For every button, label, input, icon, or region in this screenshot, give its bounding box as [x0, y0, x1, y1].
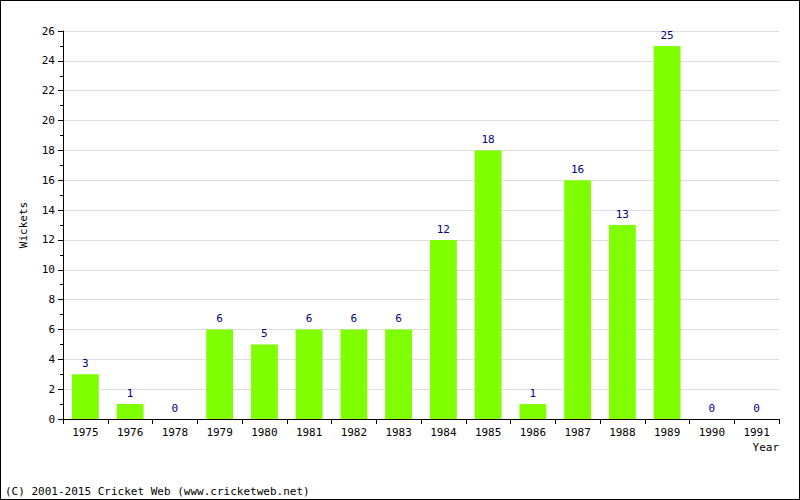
svg-text:1980: 1980: [251, 426, 278, 439]
svg-text:10: 10: [42, 263, 55, 276]
svg-text:12: 12: [42, 233, 55, 246]
svg-text:6: 6: [351, 312, 358, 325]
svg-text:1975: 1975: [72, 426, 99, 439]
svg-text:(C) 2001-2015 Cricket Web (www: (C) 2001-2015 Cricket Web (www.cricketwe…: [5, 485, 310, 498]
svg-text:0: 0: [48, 413, 55, 426]
svg-text:20: 20: [42, 114, 55, 127]
svg-text:1991: 1991: [743, 426, 770, 439]
svg-text:1987: 1987: [564, 426, 591, 439]
svg-text:18: 18: [482, 133, 495, 146]
svg-text:1: 1: [127, 387, 134, 400]
svg-text:1: 1: [530, 387, 537, 400]
svg-text:13: 13: [616, 208, 629, 221]
svg-text:1984: 1984: [430, 426, 457, 439]
svg-text:1990: 1990: [699, 426, 726, 439]
svg-text:5: 5: [261, 327, 268, 340]
svg-text:18: 18: [42, 144, 55, 157]
svg-text:1978: 1978: [162, 426, 189, 439]
svg-text:1976: 1976: [117, 426, 144, 439]
svg-text:24: 24: [42, 54, 56, 67]
svg-text:16: 16: [42, 174, 55, 187]
svg-text:6: 6: [216, 312, 223, 325]
svg-text:22: 22: [42, 84, 55, 97]
svg-text:1989: 1989: [654, 426, 681, 439]
svg-text:1988: 1988: [609, 426, 636, 439]
svg-text:2: 2: [48, 383, 55, 396]
svg-text:0: 0: [709, 402, 716, 415]
svg-text:1983: 1983: [385, 426, 412, 439]
svg-text:0: 0: [172, 402, 179, 415]
svg-text:6: 6: [48, 323, 55, 336]
svg-text:0: 0: [753, 402, 760, 415]
svg-text:8: 8: [48, 293, 55, 306]
svg-text:16: 16: [571, 163, 584, 176]
svg-text:26: 26: [42, 25, 55, 38]
svg-text:Wickets: Wickets: [17, 202, 30, 248]
svg-text:1982: 1982: [341, 426, 368, 439]
svg-text:25: 25: [661, 29, 674, 42]
svg-text:Year: Year: [753, 441, 780, 454]
svg-text:12: 12: [437, 223, 450, 236]
svg-text:3: 3: [82, 357, 89, 370]
svg-text:6: 6: [395, 312, 402, 325]
svg-text:6: 6: [306, 312, 313, 325]
svg-text:1979: 1979: [206, 426, 233, 439]
svg-text:14: 14: [42, 204, 56, 217]
svg-text:1981: 1981: [296, 426, 323, 439]
svg-text:1986: 1986: [520, 426, 547, 439]
svg-text:4: 4: [48, 353, 55, 366]
svg-text:1985: 1985: [475, 426, 502, 439]
